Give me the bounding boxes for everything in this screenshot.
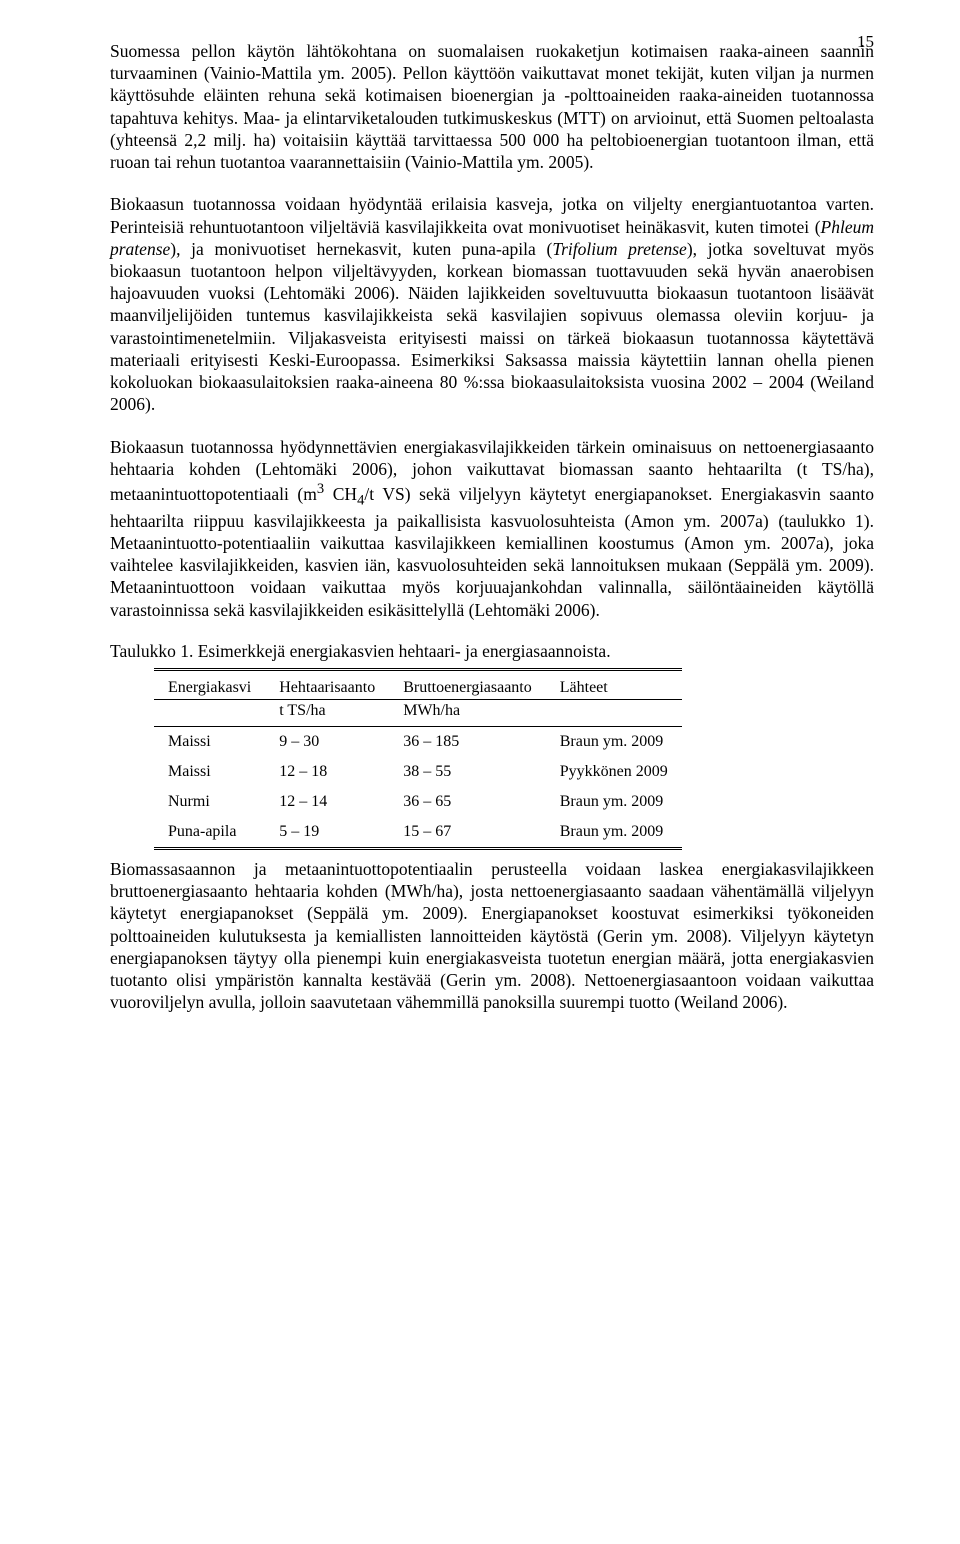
page-number: 15 [857, 32, 874, 52]
th-energy-yield: Bruttoenergiasaanto [389, 669, 546, 699]
th-sources: Lähteet [546, 669, 682, 699]
cell-energy: 36 – 185 [389, 726, 546, 757]
table-row: Puna-apila 5 – 19 15 – 67 Braun ym. 2009 [154, 817, 682, 849]
cell-crop: Maissi [154, 757, 265, 787]
table-unit-row: t TS/ha MWh/ha [154, 699, 682, 726]
unit-hectare: t TS/ha [265, 699, 389, 726]
table-caption: Taulukko 1. Esimerkkejä energiakasvien h… [110, 641, 874, 662]
paragraph-1: Suomessa pellon käytön lähtökohtana on s… [110, 40, 874, 173]
p2-text-c: ), jotka soveltuvat myös biokaasun tuota… [110, 239, 874, 415]
cell-hectare: 5 – 19 [265, 817, 389, 849]
cell-hectare: 12 – 18 [265, 757, 389, 787]
table-row: Maissi 9 – 30 36 – 185 Braun ym. 2009 [154, 726, 682, 757]
th-crop: Energiakasvi [154, 669, 265, 699]
cell-source: Braun ym. 2009 [546, 726, 682, 757]
unit-empty-1 [154, 699, 265, 726]
cell-energy: 36 – 65 [389, 787, 546, 817]
cell-crop: Maissi [154, 726, 265, 757]
unit-empty-2 [546, 699, 682, 726]
cell-source: Pyykkönen 2009 [546, 757, 682, 787]
cell-hectare: 12 – 14 [265, 787, 389, 817]
th-hectare-yield: Hehtaarisaanto [265, 669, 389, 699]
paragraph-2: Biokaasun tuotannossa voidaan hyödyntää … [110, 193, 874, 415]
table-row: Nurmi 12 – 14 36 – 65 Braun ym. 2009 [154, 787, 682, 817]
p2-text-a: Biokaasun tuotannossa voidaan hyödyntää … [110, 194, 874, 236]
cell-crop: Puna-apila [154, 817, 265, 849]
paragraph-4: Biomassasaannon ja metaanintuottopotenti… [110, 858, 874, 1014]
cell-source: Braun ym. 2009 [546, 817, 682, 849]
p2-text-b: ), ja monivuotiset hernekasvit, kuten pu… [170, 239, 552, 259]
cell-crop: Nurmi [154, 787, 265, 817]
cell-source: Braun ym. 2009 [546, 787, 682, 817]
cell-energy: 15 – 67 [389, 817, 546, 849]
unit-energy: MWh/ha [389, 699, 546, 726]
paragraph-3: Biokaasun tuotannossa hyödynnettävien en… [110, 436, 874, 621]
cell-hectare: 9 – 30 [265, 726, 389, 757]
table-row: Maissi 12 – 18 38 – 55 Pyykkönen 2009 [154, 757, 682, 787]
p3-text-b: CH [324, 484, 357, 504]
p2-italic-2: Trifolium pretense [552, 239, 687, 259]
table-header-row: Energiakasvi Hehtaarisaanto Bruttoenergi… [154, 669, 682, 699]
cell-energy: 38 – 55 [389, 757, 546, 787]
energy-crop-table: Energiakasvi Hehtaarisaanto Bruttoenergi… [154, 668, 682, 850]
p3-text-c: /t VS) sekä viljelyyn käytetyt energiapa… [110, 484, 874, 620]
document-page: 15 Suomessa pellon käytön lähtökohtana o… [0, 0, 960, 1544]
